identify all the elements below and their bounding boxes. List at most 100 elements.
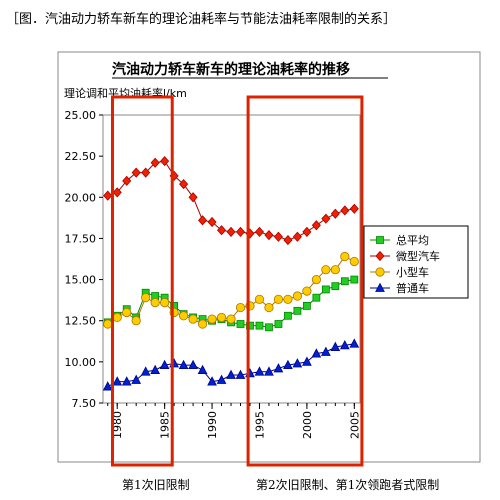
data-point	[254, 294, 265, 304]
data-point	[246, 321, 254, 330]
data-point	[207, 216, 217, 228]
data-point	[292, 231, 302, 242]
data-point	[207, 376, 217, 386]
series-3	[102, 338, 360, 391]
y-tick-label: 10.00	[65, 356, 97, 369]
y-tick-label: 15.00	[65, 274, 97, 287]
data-point	[331, 282, 340, 291]
data-point	[292, 291, 303, 301]
data-point	[226, 314, 236, 324]
data-point	[179, 179, 189, 190]
data-point	[264, 366, 274, 376]
data-point	[264, 302, 274, 313]
x-tick-label: 1995	[253, 411, 266, 439]
data-point	[349, 338, 360, 348]
data-point	[112, 187, 122, 198]
chart-title: 汽油动力轿车新车的理论油耗率的推移	[112, 61, 350, 78]
data-point	[311, 220, 321, 231]
data-point	[330, 341, 341, 351]
data-point	[350, 275, 359, 284]
data-point	[235, 369, 246, 379]
y-axis: 7.50 10.00 12.50 15.00 17.50 20.00 22.50 25.00	[65, 109, 103, 410]
highlight-range-box	[110, 95, 174, 467]
figure-caption: ［图．汽油动力轿车新车的理论油耗率与节能法油耗率限制的关系］	[6, 12, 397, 27]
data-point	[159, 359, 170, 370]
data-point	[131, 167, 141, 178]
data-point	[236, 320, 245, 328]
data-point	[122, 307, 132, 318]
y-tick-label: 25.00	[65, 109, 97, 122]
series-2	[103, 251, 359, 329]
y-tick-label: 12.50	[65, 315, 97, 328]
data-point	[283, 294, 293, 304]
legend-label: 普通车	[396, 281, 429, 295]
highlight-layer	[110, 95, 364, 467]
data-point	[112, 376, 123, 386]
data-point	[321, 285, 330, 294]
data-point	[160, 155, 170, 167]
legend-label: 总平均	[396, 233, 429, 247]
data-point	[330, 208, 340, 219]
data-point	[131, 316, 141, 326]
data-point	[311, 348, 322, 358]
legend-marker	[375, 282, 385, 292]
data-point	[274, 320, 283, 328]
data-point	[254, 226, 265, 237]
data-point	[302, 226, 312, 237]
data-point	[320, 346, 331, 356]
data-point	[150, 298, 160, 308]
data-point	[311, 274, 321, 285]
data-point	[103, 190, 113, 201]
data-point	[255, 321, 264, 330]
data-point	[339, 340, 350, 350]
y-tick-label: 20.00	[65, 191, 97, 204]
data-point	[265, 323, 273, 332]
data-point	[188, 192, 198, 203]
data-point	[216, 312, 227, 323]
series-1	[103, 155, 359, 246]
data-point	[112, 312, 122, 323]
x-tick-label: 2000	[301, 411, 314, 439]
data-point	[188, 359, 198, 370]
data-point	[340, 205, 350, 216]
data-point	[216, 374, 227, 384]
data-point	[302, 302, 311, 310]
data-point	[179, 311, 189, 321]
data-point	[254, 366, 265, 376]
data-point	[273, 363, 284, 373]
x-tick-label: 2005	[348, 411, 361, 439]
legend-label: 微型汽车	[396, 249, 440, 263]
data-point	[293, 306, 302, 315]
data-point	[330, 265, 340, 275]
y-tick-label: 22.50	[65, 150, 97, 163]
data-point	[122, 175, 132, 186]
data-point	[349, 203, 359, 214]
legend-marker	[375, 250, 385, 262]
x-tick-label: 1985	[159, 411, 172, 439]
data-point	[150, 157, 160, 168]
data-point	[131, 374, 142, 384]
legend-marker	[376, 236, 384, 244]
data-point	[226, 369, 236, 379]
plot-area	[102, 114, 361, 404]
data-point	[349, 256, 359, 267]
data-point	[141, 293, 151, 303]
data-point	[273, 231, 283, 242]
data-point	[188, 314, 198, 324]
annotation-first-old-limit: 第1次旧限制	[122, 478, 190, 492]
data-point	[283, 359, 293, 370]
data-point	[121, 376, 132, 386]
data-point	[198, 215, 208, 226]
data-point	[284, 311, 292, 320]
data-point	[264, 230, 274, 241]
data-point	[178, 359, 189, 370]
data-point	[102, 381, 113, 391]
data-point	[141, 167, 151, 178]
data-point	[312, 293, 321, 302]
data-point	[340, 277, 349, 286]
x-axis: 1980 1985 1990 1995 2000 2005	[107, 403, 361, 439]
data-point	[140, 366, 151, 376]
data-point	[103, 319, 113, 329]
data-point	[160, 298, 170, 308]
